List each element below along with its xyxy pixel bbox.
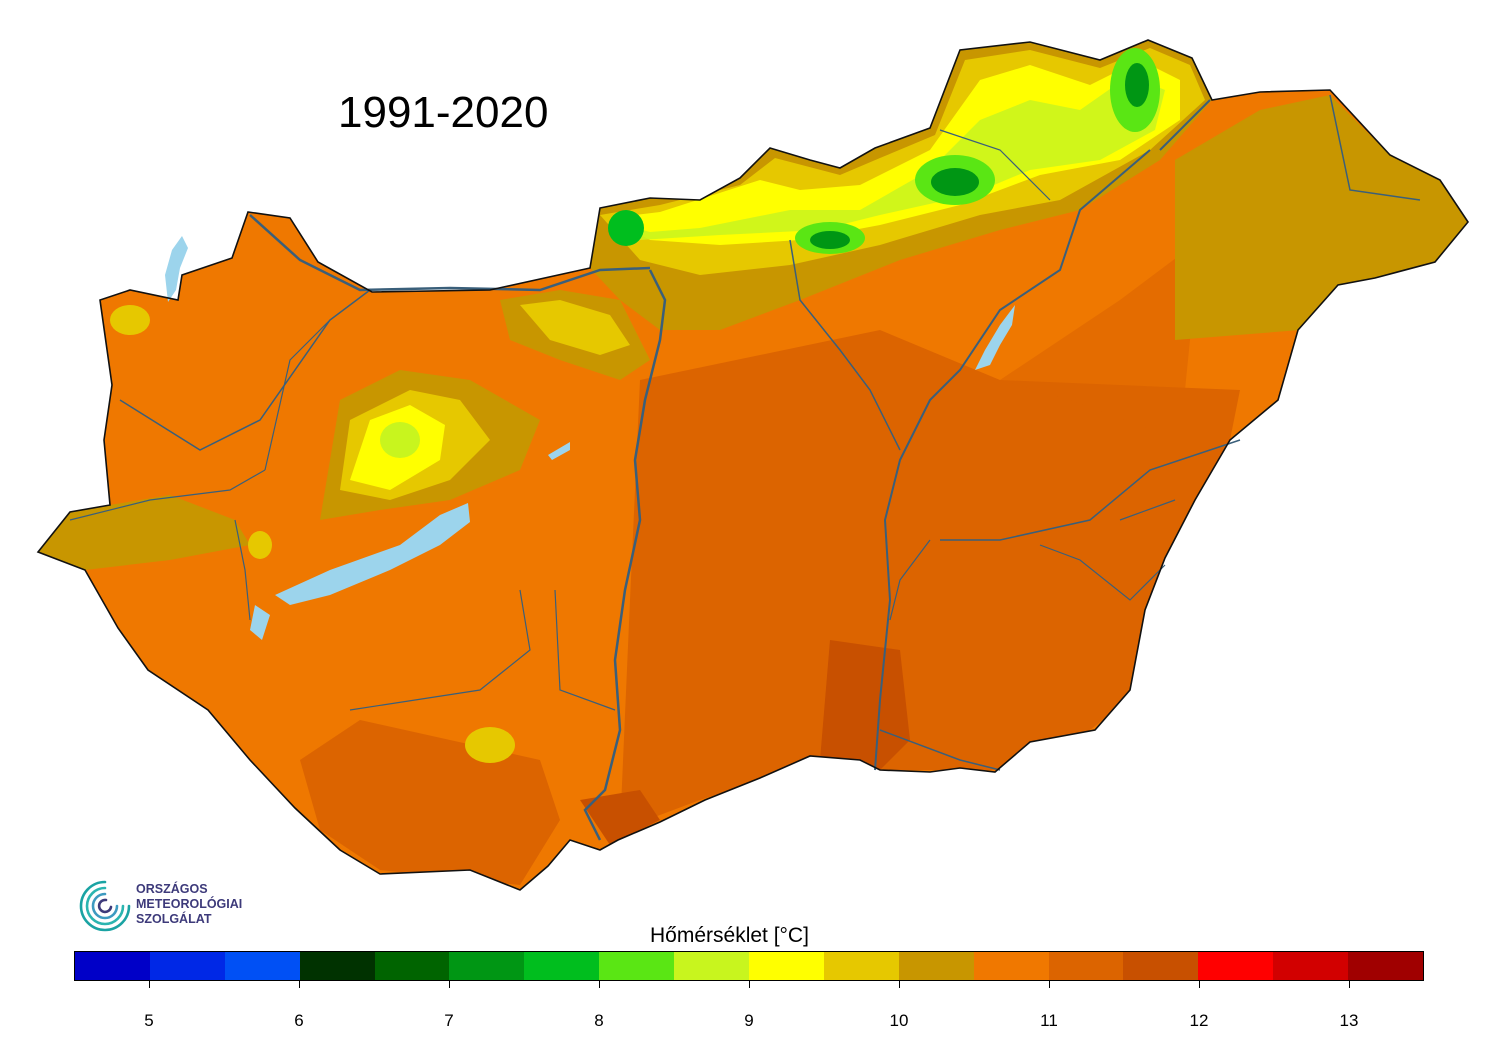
tick-mark-8: [599, 981, 600, 988]
colorbar-segment-13: [1048, 952, 1124, 980]
river-koros-3: [1039, 544, 1166, 601]
lake-velence: [548, 442, 570, 460]
rivers: [69, 94, 1421, 841]
colorbar-segment-3: [299, 952, 375, 980]
colorbar-segment-10: [823, 952, 899, 980]
zone-10-mecsek: [465, 727, 515, 763]
zone-12-sw: [580, 790, 660, 845]
tick-mark-7: [449, 981, 450, 988]
map-title: 1991-2020: [338, 88, 549, 137]
river-maros: [889, 539, 931, 621]
colorbar-segment-2: [224, 952, 300, 980]
river-kapos: [349, 589, 531, 711]
river-marcal: [264, 319, 331, 471]
logo-line-1: ORSZÁGOS: [136, 882, 208, 896]
colorbar-segment-0: [75, 952, 150, 980]
colorbar-segment-8: [674, 952, 750, 980]
colorbar-segment-4: [374, 952, 450, 980]
zone-12-south: [820, 640, 910, 770]
colorbar-segment-11: [898, 952, 974, 980]
colorbar-segment-16: [1273, 952, 1349, 980]
colorbar: [74, 951, 1424, 981]
colorbar-segment-1: [149, 952, 225, 980]
zone-8-borzsony: [608, 210, 644, 246]
tick-mark-6: [299, 981, 300, 988]
tick-label: 7: [444, 1011, 454, 1030]
tick-label: 13: [1339, 1011, 1359, 1030]
river-sio: [554, 589, 616, 711]
tick-mark-12: [1199, 981, 1200, 988]
tick-label: 10: [889, 1011, 909, 1030]
river-raba: [119, 289, 371, 451]
tick-label: 9: [744, 1011, 754, 1030]
lake-balaton: [275, 503, 470, 605]
river-maros-lower: [879, 729, 1001, 771]
zone-10-zala: [248, 531, 272, 559]
tick-mark-13: [1349, 981, 1350, 988]
river-zala-2: [234, 519, 251, 621]
logo-line-2: METEOROLÓGIAI: [136, 897, 243, 911]
colorbar-ticks: 5 6 7 8 9 10 11 12 13: [74, 981, 1424, 1031]
river-tisza-upper: [1159, 99, 1211, 151]
tick-mark-10: [899, 981, 900, 988]
river-koros: [940, 439, 1241, 541]
river-tisza: [874, 149, 1151, 771]
river-zala: [69, 469, 266, 521]
lake-tisza: [975, 305, 1015, 370]
tick-label: 12: [1189, 1011, 1209, 1030]
omsz-logo-text: ORSZÁGOS METEOROLÓGIAI SZOLGÁLAT: [136, 882, 242, 927]
tick-label: 6: [294, 1011, 304, 1030]
colorbar-segment-14: [1123, 952, 1199, 980]
river-zagyva: [789, 239, 901, 451]
tick-label: 11: [1040, 1011, 1058, 1030]
river-koros-2: [1119, 499, 1176, 521]
zone-east-mid: [1000, 240, 1200, 440]
zone-8-bukk: [810, 231, 850, 249]
colorbar-segment-6: [524, 952, 600, 980]
zone-8-zemplen: [1125, 63, 1149, 107]
tick-label: 8: [594, 1011, 604, 1030]
river-danube-north: [249, 214, 651, 292]
river-danube: [583, 269, 667, 841]
lake-kis-balaton: [250, 605, 270, 640]
zone-9-north: [612, 75, 1165, 240]
logo-line-3: SZOLGÁLAT: [136, 912, 212, 926]
colorbar-segment-17: [1348, 952, 1424, 980]
zone-10-sopron: [110, 305, 150, 335]
tick-mark-11: [1049, 981, 1050, 988]
river-sajo: [939, 129, 1051, 201]
colorbar-segment-9: [749, 952, 824, 980]
river-szamos: [1329, 94, 1421, 201]
omsz-swirl-icon: [79, 880, 131, 932]
zone-10-5-ne: [1175, 95, 1468, 340]
colorbar-segment-12: [973, 952, 1049, 980]
colorbar-segment-7: [599, 952, 675, 980]
zone-9-bakony: [380, 422, 420, 458]
zone-10-pilis: [520, 300, 630, 355]
tick-mark-9: [749, 981, 750, 988]
tick-label: 5: [144, 1011, 154, 1030]
colorbar-segment-15: [1198, 952, 1274, 980]
zone-8-matra: [931, 168, 979, 196]
colorbar-segment-5: [449, 952, 525, 980]
legend-title: Hőmérséklet [°C]: [650, 924, 809, 947]
zone-11-5: [620, 330, 1240, 830]
tick-mark-5: [149, 981, 150, 988]
omsz-logo: ORSZÁGOS METEOROLÓGIAI SZOLGÁLAT: [76, 876, 276, 936]
zone-10-5-west: [38, 495, 250, 570]
lake-ferto: [165, 236, 188, 302]
